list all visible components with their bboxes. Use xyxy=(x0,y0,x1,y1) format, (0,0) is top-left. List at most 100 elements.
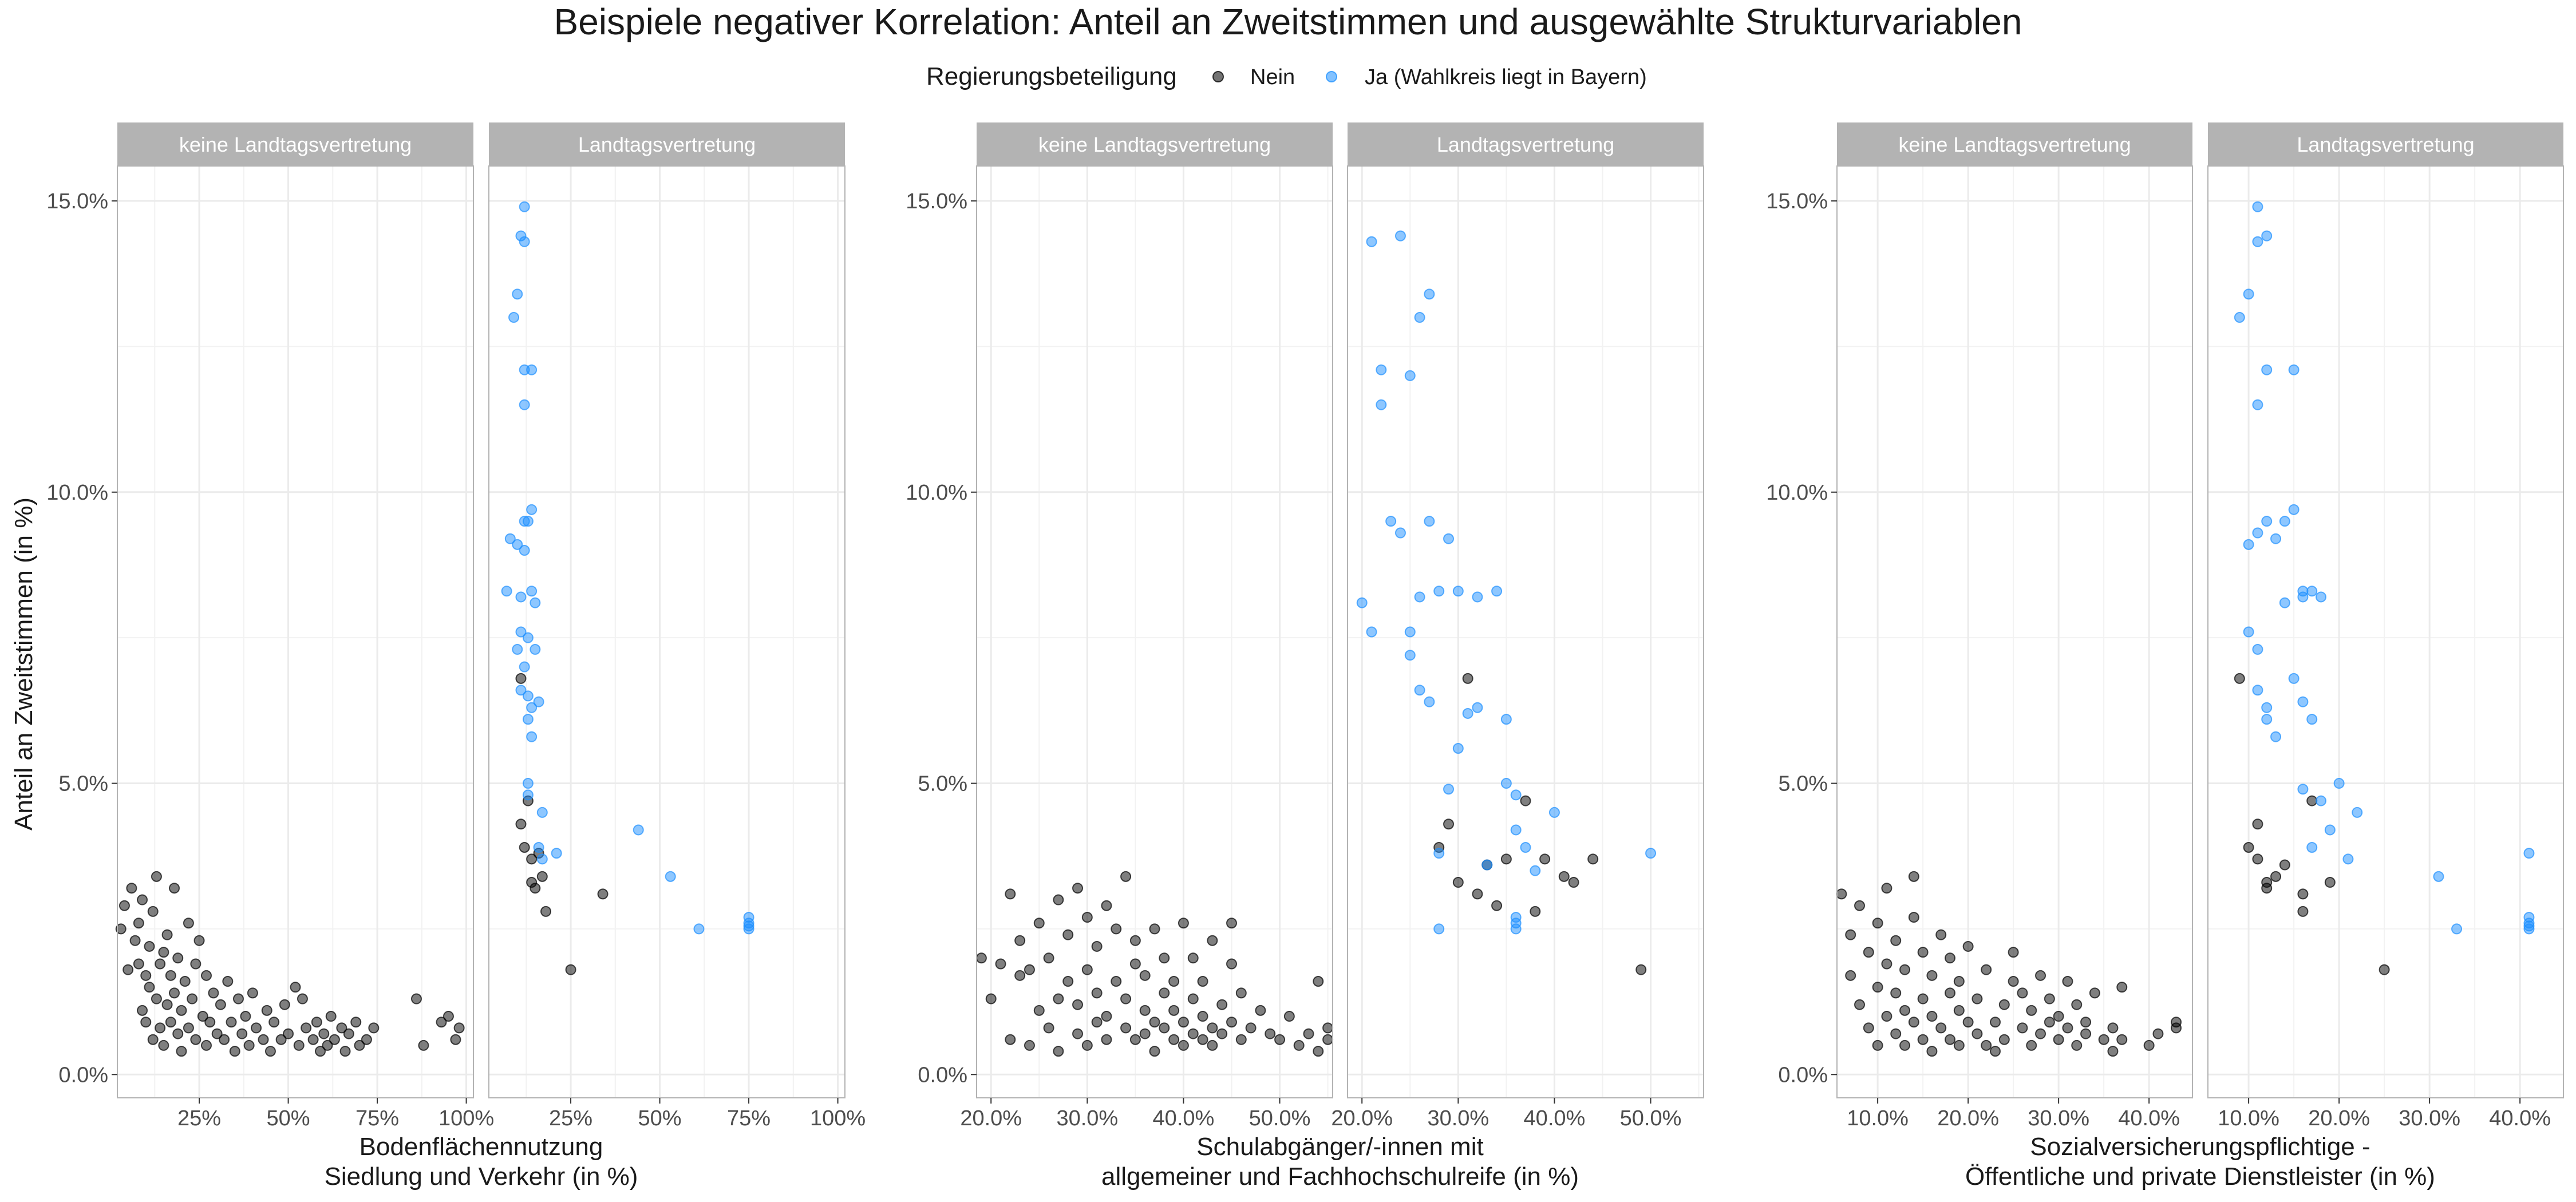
legend-nein-marker xyxy=(1212,71,1224,82)
point-ja xyxy=(2306,841,2318,853)
point-nein xyxy=(1168,1034,1180,1045)
plot-background xyxy=(1837,166,2192,1098)
point-nein xyxy=(232,993,244,1005)
point-ja xyxy=(2316,795,2327,806)
point-nein xyxy=(453,1022,465,1034)
point-ja xyxy=(2279,597,2290,608)
x-tick-label: 50% xyxy=(267,1106,310,1130)
y-tick-label: 0.0% xyxy=(918,1063,967,1087)
point-nein xyxy=(1520,795,1531,806)
point-nein xyxy=(226,1017,237,1028)
point-ja xyxy=(2252,685,2263,696)
x-tick-label: 75% xyxy=(727,1106,771,1130)
point-ja xyxy=(1433,586,1445,597)
point-nein xyxy=(1998,999,2010,1010)
x-tick-label: 10.0% xyxy=(2218,1106,2279,1130)
point-nein xyxy=(1187,1028,1199,1039)
point-nein xyxy=(325,1011,337,1022)
point-ja xyxy=(1520,841,1531,853)
point-nein xyxy=(1890,1028,1902,1039)
point-nein xyxy=(1187,952,1199,964)
point-nein xyxy=(1005,1034,1016,1045)
facet-strip-label: keine Landtagsvertretung xyxy=(1898,133,2131,156)
point-ja xyxy=(2270,731,2282,742)
point-nein xyxy=(1899,1005,1911,1016)
facet-3-1: keine Landtagsvertretung 10.0% 20.0% 30.0% 4… xyxy=(1766,122,2193,1130)
point-nein xyxy=(354,1039,365,1051)
facet-strip xyxy=(2208,122,2563,166)
point-ja xyxy=(1424,696,1435,707)
point-nein xyxy=(1872,918,1883,929)
point-nein xyxy=(187,993,198,1005)
point-nein xyxy=(329,1034,340,1045)
point-nein xyxy=(247,987,258,999)
point-ja xyxy=(1548,806,1560,818)
legend-nein-label: Nein xyxy=(1250,65,1295,89)
point-nein xyxy=(311,1017,322,1028)
point-nein xyxy=(2044,993,2055,1005)
point-nein xyxy=(1313,976,1324,987)
x-axis-title-line1: Schulabgänger/-innen mit xyxy=(1196,1133,1483,1161)
point-nein xyxy=(243,1039,255,1051)
point-nein xyxy=(1111,976,1122,987)
point-ja xyxy=(515,685,527,696)
point-nein xyxy=(1899,964,1911,975)
point-ja xyxy=(530,644,541,655)
point-nein xyxy=(183,918,194,929)
point-nein xyxy=(2252,819,2263,830)
point-nein xyxy=(222,976,234,987)
point-nein xyxy=(1053,894,1064,906)
point-ja xyxy=(508,312,520,323)
point-nein xyxy=(144,982,155,993)
x-tick-label: 50.0% xyxy=(1620,1106,1682,1130)
point-nein xyxy=(1091,940,1103,952)
x-tick-label: 30.0% xyxy=(2028,1106,2089,1130)
x-tick-label: 75% xyxy=(355,1106,399,1130)
point-ja xyxy=(1385,516,1397,527)
point-nein xyxy=(2026,1039,2037,1051)
facet-strip xyxy=(977,122,1333,166)
point-nein xyxy=(1953,976,1965,987)
point-nein xyxy=(436,1017,447,1028)
point-nein xyxy=(1917,1034,1929,1045)
facet-1-1: keine Landtagsvertretung 25% 50% 75% 100% 0.0… xyxy=(46,122,494,1130)
point-nein xyxy=(2062,1022,2073,1034)
point-nein xyxy=(1245,1022,1257,1034)
point-ja xyxy=(522,789,534,801)
point-ja xyxy=(2288,364,2300,375)
point-nein xyxy=(1926,970,1938,981)
plot-border xyxy=(976,165,1333,1098)
point-ja xyxy=(1424,516,1435,527)
point-nein xyxy=(1539,853,1551,865)
point-nein xyxy=(1863,1022,1874,1034)
legend-ja-label: Ja (Wahlkreis liegt in Bayern) xyxy=(1365,65,1647,89)
x-axis-title-line2: Öffentliche und private Dienstleister (i… xyxy=(1965,1163,2435,1191)
point-ja xyxy=(1481,859,1493,871)
x-tick-label: 30.0% xyxy=(1427,1106,1489,1130)
point-nein xyxy=(147,1034,159,1045)
point-nein xyxy=(1981,964,1992,975)
point-nein xyxy=(1845,970,1856,981)
facet-2-2: Landtagsvertretung 20.0% 30.0% 40.0% 50.0% xyxy=(1331,122,1704,1130)
point-nein xyxy=(1981,1039,1992,1051)
point-nein xyxy=(261,1005,272,1016)
point-nein xyxy=(1953,1039,1965,1051)
x-axis-title-line1: Sozialversicherungspflichtige - xyxy=(2030,1133,2370,1161)
x-tick-label: 50.0% xyxy=(1249,1106,1311,1130)
point-nein xyxy=(1091,1017,1103,1028)
point-ja xyxy=(533,696,544,707)
point-ja xyxy=(551,848,562,859)
y-tick-label: 0.0% xyxy=(58,1063,108,1087)
plot-background xyxy=(117,166,473,1098)
facet-1-2: Landtagsvertretung 25% 50% 75% 100% xyxy=(488,122,866,1130)
point-nein xyxy=(1216,1028,1228,1039)
point-nein xyxy=(297,993,308,1005)
legend-title: Regierungsbeteiligung xyxy=(926,62,1177,90)
point-nein xyxy=(176,1046,187,1057)
y-tick-label: 0.0% xyxy=(1778,1063,1828,1087)
point-nein xyxy=(540,906,552,917)
point-ja xyxy=(1472,591,1483,603)
point-nein xyxy=(1149,1017,1160,1028)
point-nein xyxy=(1178,918,1189,929)
y-tick-label: 10.0% xyxy=(1766,481,1828,505)
